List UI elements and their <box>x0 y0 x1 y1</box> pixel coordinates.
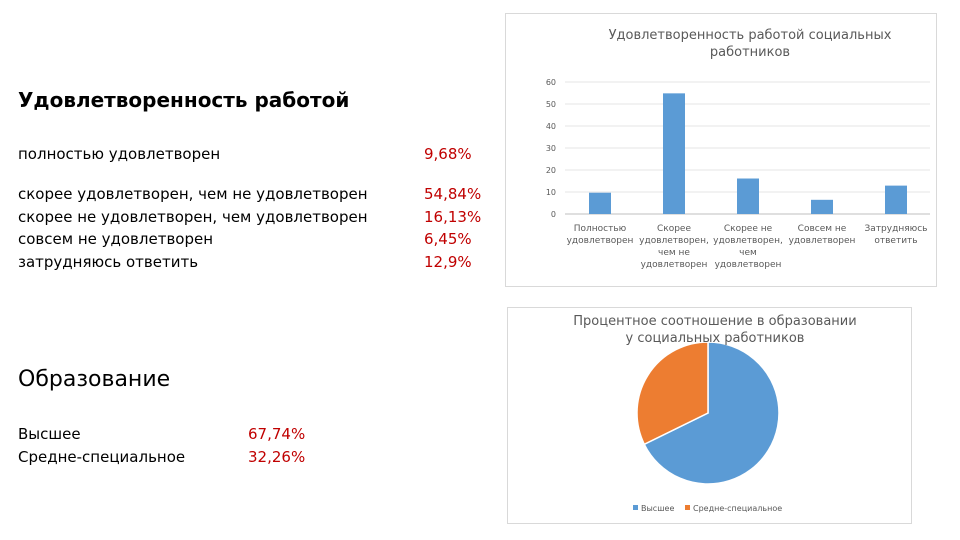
bar <box>885 185 907 214</box>
y-tick-label: 60 <box>546 78 556 87</box>
x-tick-label: Скорее не удовлетворен, чем удовлетворен <box>713 224 783 270</box>
y-tick-label: 30 <box>546 144 556 153</box>
x-tick-label: Скорее удовлетворен, чем не удовлетворен <box>639 224 709 270</box>
y-tick-label: 20 <box>546 166 556 175</box>
chart-title: Процентное соотношение в образовании у с… <box>573 314 857 346</box>
pie-slice <box>636 341 709 446</box>
item-label: затрудняюсь ответить <box>18 253 199 271</box>
bar <box>663 93 685 214</box>
pie-slice <box>643 341 780 485</box>
section-title: Образование <box>18 367 171 392</box>
y-tick-label: 50 <box>546 100 556 109</box>
y-tick-label: 10 <box>546 188 556 197</box>
item-value: 16,13% <box>424 208 482 226</box>
item-value: 32,26% <box>248 448 306 466</box>
item-value: 9,68% <box>424 145 472 163</box>
x-tick-label: Затрудняюсь ответить <box>864 224 928 246</box>
item-label: Средне-специальное <box>18 448 186 466</box>
item-value: 54,84% <box>424 185 482 203</box>
item-label: Высшее <box>18 425 81 443</box>
bar <box>589 192 611 214</box>
bar <box>737 178 759 214</box>
legend-label: Средне-специальное <box>693 504 782 513</box>
y-tick-label: 0 <box>551 210 556 219</box>
legend-swatch <box>633 505 638 510</box>
item-label: скорее не удовлетворен, чем удовлетворен <box>18 208 368 226</box>
bar <box>811 199 833 214</box>
item-label: совсем не удовлетворен <box>18 230 214 248</box>
legend-swatch <box>685 505 690 510</box>
y-tick-label: 40 <box>546 122 556 131</box>
x-tick-label: Совсем не удовлетворен <box>788 224 856 246</box>
item-label: полностью удовлетворен <box>18 145 221 163</box>
item-label: скорее удовлетворен, чем не удовлетворен <box>18 185 368 203</box>
bar-chart-frame <box>505 13 937 287</box>
chart-title: Удовлетворенность работой социальных раб… <box>608 28 892 60</box>
item-value: 6,45% <box>424 230 472 248</box>
section-title: Удовлетворенность работой <box>18 88 350 112</box>
item-value: 67,74% <box>248 425 306 443</box>
x-tick-label: Полностью удовлетворен <box>566 224 634 246</box>
legend-label: Высшее <box>641 504 674 513</box>
item-value: 12,9% <box>424 253 472 271</box>
